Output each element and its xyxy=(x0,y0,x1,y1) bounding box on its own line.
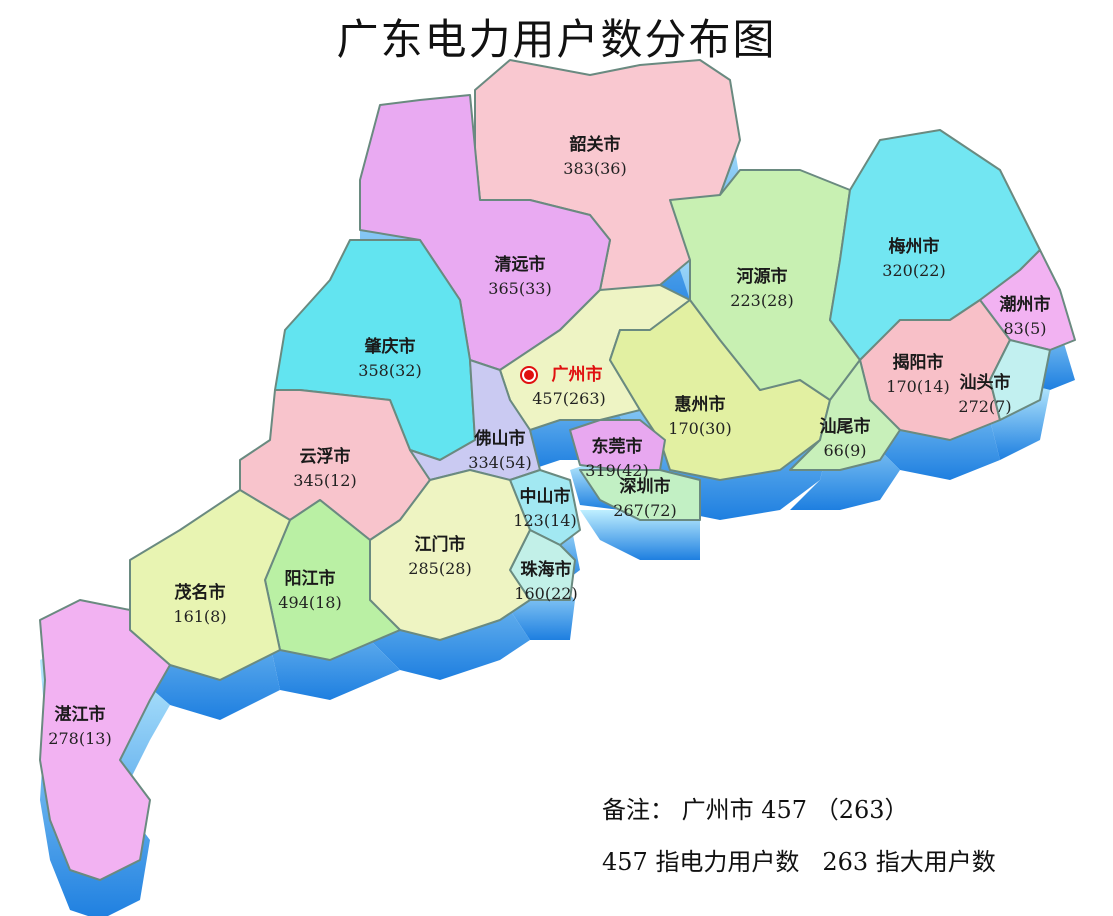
map-title: 广东电力用户数分布图 xyxy=(336,15,777,64)
region-label: 汕头市 272(7) xyxy=(958,372,1011,416)
city-name: 肇庆市 xyxy=(365,336,416,357)
city-value: 319(42) xyxy=(585,461,648,480)
region-label: 中山市 123(14) xyxy=(513,486,576,530)
city-value: 278(13) xyxy=(48,729,111,748)
region-label: 肇庆市 358(32) xyxy=(358,336,421,380)
city-value: 160(22) xyxy=(514,584,577,603)
city-name: 深圳市 xyxy=(620,476,671,497)
region-20[interactable] xyxy=(39,599,171,881)
region-label: 清远市 365(33) xyxy=(488,254,551,298)
region-label: 湛江市 278(13) xyxy=(48,704,111,748)
city-name: 清远市 xyxy=(495,254,546,275)
city-value: 320(22) xyxy=(882,261,945,280)
city-value: 334(54) xyxy=(468,453,531,472)
city-value: 123(14) xyxy=(513,511,576,530)
region-label: 河源市 223(28) xyxy=(730,266,793,310)
city-value: 358(32) xyxy=(358,361,421,380)
city-value: 66(9) xyxy=(823,441,866,460)
city-name: 中山市 xyxy=(520,486,571,507)
city-name: 江门市 xyxy=(415,534,466,555)
region-label: 东莞市 319(42) xyxy=(585,436,648,480)
city-name: 汕尾市 xyxy=(820,416,871,437)
city-value: 170(14) xyxy=(886,377,949,396)
region-label: 潮州市 83(5) xyxy=(1000,294,1051,338)
city-name: 梅州市 xyxy=(889,236,940,257)
city-value: 267(72) xyxy=(613,501,676,520)
city-name: 河源市 xyxy=(737,266,788,287)
region-label: 江门市 285(28) xyxy=(408,534,471,578)
region-label: 佛山市 334(54) xyxy=(468,428,531,472)
city-value: 383(36) xyxy=(563,159,626,178)
region-label: 深圳市 267(72) xyxy=(613,476,676,520)
city-name: 云浮市 xyxy=(300,446,351,467)
region-11[interactable] xyxy=(789,359,901,471)
region-12[interactable] xyxy=(569,419,666,471)
city-name: 广州市 xyxy=(552,364,603,385)
city-name: 惠州市 xyxy=(675,394,726,415)
city-value: 345(12) xyxy=(293,471,356,490)
region-label: 汕尾市 66(9) xyxy=(820,416,871,460)
city-name: 佛山市 xyxy=(474,428,526,449)
region-label: 梅州市 320(22) xyxy=(882,236,945,280)
region-label: 韶关市 383(36) xyxy=(563,134,626,178)
city-name: 湛江市 xyxy=(55,704,106,725)
region-label: 珠海市 160(22) xyxy=(514,559,577,603)
city-name: 潮州市 xyxy=(1000,294,1051,315)
region-label: 广州市 457(263) xyxy=(520,364,606,408)
region-label: 云浮市 345(12) xyxy=(293,446,356,490)
city-value: 365(33) xyxy=(488,279,551,298)
city-name: 汕头市 xyxy=(960,372,1011,393)
city-name: 茂名市 xyxy=(175,582,226,603)
city-value: 161(8) xyxy=(173,607,226,626)
note-line-2: 457 指电力用户数 263 指大用户数 xyxy=(602,848,996,876)
region-label: 茂名市 161(8) xyxy=(173,582,226,626)
city-name: 韶关市 xyxy=(570,134,621,155)
region-10[interactable] xyxy=(989,339,1051,421)
city-value: 170(30) xyxy=(668,419,731,438)
city-name: 揭阳市 xyxy=(893,352,944,373)
region-13[interactable] xyxy=(579,469,701,521)
city-value: 494(18) xyxy=(278,593,341,612)
region-label: 阳江市 494(18) xyxy=(278,568,341,612)
region-label: 惠州市 170(30) xyxy=(668,394,731,438)
city-name: 珠海市 xyxy=(521,559,572,580)
city-name: 东莞市 xyxy=(592,436,643,457)
city-value: 457(263) xyxy=(532,389,606,408)
city-value: 285(28) xyxy=(408,559,471,578)
region-extrusion xyxy=(580,510,700,560)
city-name: 阳江市 xyxy=(285,568,336,589)
city-value: 272(7) xyxy=(958,397,1011,416)
city-value: 83(5) xyxy=(1003,319,1046,338)
capital-marker-dot xyxy=(524,370,534,380)
note-line-1: 备注： 广州市 457 （263） xyxy=(602,796,909,824)
city-value: 223(28) xyxy=(730,291,793,310)
region-label: 揭阳市 170(14) xyxy=(886,352,949,396)
